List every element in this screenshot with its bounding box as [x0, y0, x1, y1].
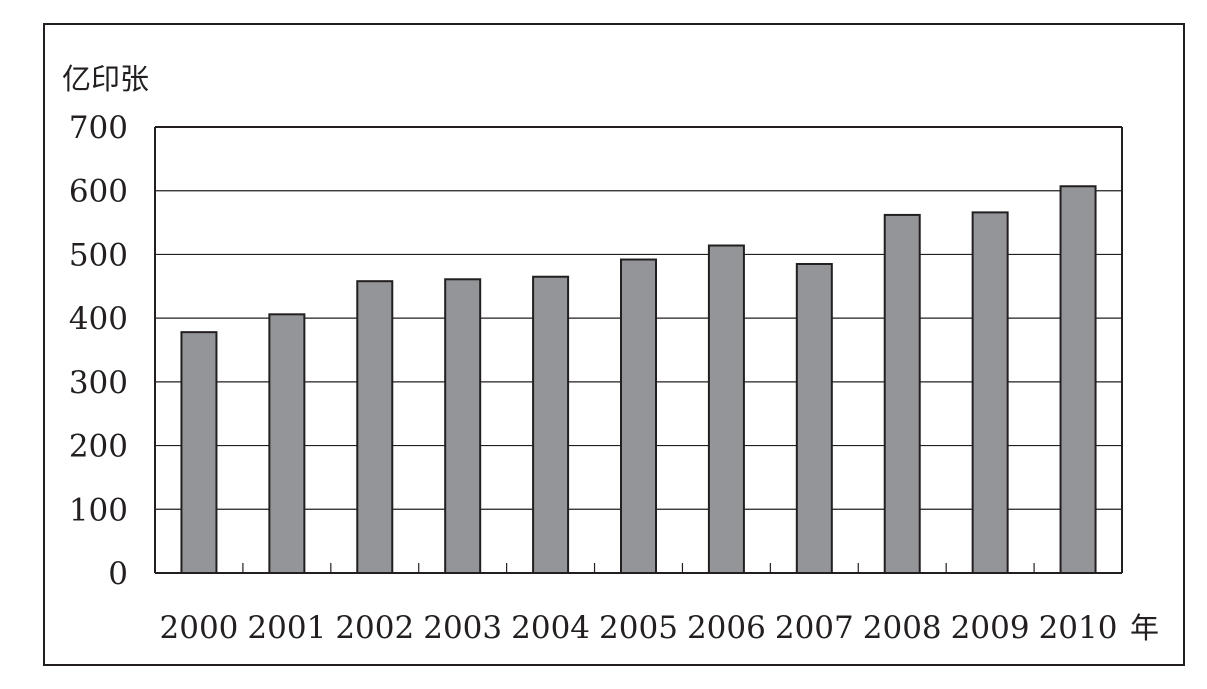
y-tick-label: 200: [69, 429, 128, 465]
y-tick-label: 500: [69, 237, 128, 273]
bars: [180, 185, 1097, 575]
y-tick-label: 100: [69, 492, 128, 528]
bar-2006: [707, 244, 745, 574]
x-tick-label: 2008: [863, 610, 942, 646]
bar-2004: [532, 275, 570, 574]
y-tick-label: 600: [69, 174, 128, 210]
y-tick-labels: 0 100 200 300 400 500 600 700: [69, 110, 128, 592]
y-tick-label: 300: [69, 365, 128, 401]
x-tick-label: 2007: [775, 610, 854, 646]
x-tick-label: 2002: [335, 610, 414, 646]
bar-2001: [268, 313, 306, 574]
bar-2000: [180, 331, 218, 574]
x-tick-label: 2006: [687, 610, 766, 646]
x-tick-label: 2004: [511, 610, 590, 646]
x-tick-label: 2010: [1039, 610, 1118, 646]
x-tick-label: 2000: [160, 610, 239, 646]
y-tick-label: 0: [108, 556, 128, 592]
y-axis-unit-label: 亿印张: [62, 62, 149, 96]
x-tick-labels: 2000 2001 2002 2003 2004 2005 2006 2007 2008 2009…: [160, 610, 1118, 646]
axes: [154, 126, 1123, 574]
x-tick-label: 2001: [247, 610, 326, 646]
bar-2010: [1059, 185, 1097, 575]
bar-2003: [444, 278, 482, 574]
bar-2009: [971, 211, 1009, 574]
x-tick-label: 2009: [951, 610, 1030, 646]
x-tick-label: 2003: [423, 610, 502, 646]
gridlines: [155, 190, 1122, 510]
x-axis-unit-label: 年: [1130, 611, 1159, 645]
bar-2008: [883, 213, 921, 574]
y-tick-label: 400: [69, 301, 128, 337]
y-tick-label: 700: [69, 110, 128, 146]
bar-2007: [795, 262, 833, 574]
bar-2005: [620, 258, 657, 574]
bar-2002: [356, 280, 394, 574]
x-tick-label: 2005: [599, 610, 678, 646]
